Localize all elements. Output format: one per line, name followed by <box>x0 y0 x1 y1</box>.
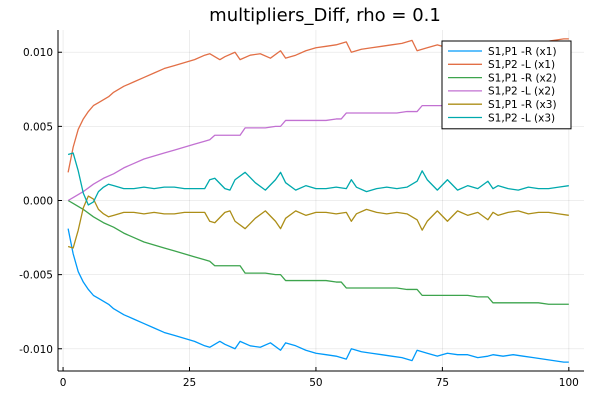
y-tick-label: -0.005 <box>19 270 53 282</box>
y-tick-label: 0.005 <box>23 121 53 133</box>
legend-label: S1,P2 -L (x1) <box>488 59 555 71</box>
y-tick-label: -0.010 <box>19 344 53 356</box>
legend-label: S1,P1 -R (x3) <box>488 99 557 111</box>
x-tick-label: 50 <box>309 377 322 389</box>
legend-box <box>441 40 572 130</box>
axes-layer: 0 25 50 75 100 -0.010 -0.005 0.000 0.005 0.010 <box>19 30 584 389</box>
x-tick-label: 75 <box>436 377 449 389</box>
legend: S1,P1 -R (x1)S1,P2 -L (x1)S1,P1 -R (x2) S… <box>441 40 572 130</box>
series-line-1 <box>67 228 569 363</box>
y-tick-label: 0.010 <box>23 47 53 59</box>
series-line-6 <box>67 152 569 206</box>
x-tick-label: 25 <box>183 377 196 389</box>
legend-label: S1,P2 -L (x3) <box>488 112 555 124</box>
series-line-3 <box>67 199 569 305</box>
chart-title: multipliers_Diff, rho = 0.1 <box>209 5 441 26</box>
legend-label: S1,P1 -R (x2) <box>488 72 557 84</box>
series-line-5 <box>67 195 569 249</box>
x-tick-label: 100 <box>559 377 579 389</box>
y-tick-label: 0.000 <box>23 196 53 208</box>
legend-label: S1,P2 -L (x2) <box>488 86 555 98</box>
x-tick-label: 0 <box>60 377 67 389</box>
legend-label: S1,P1 -R (x1) <box>488 46 557 58</box>
